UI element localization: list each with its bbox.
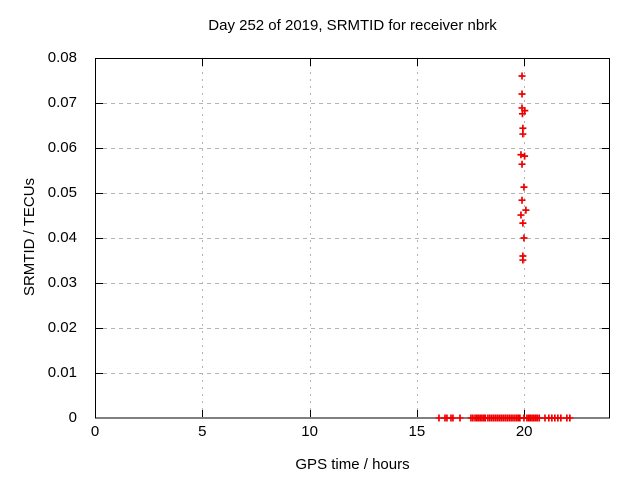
data-point-marker [519, 219, 527, 227]
data-point-marker [566, 414, 574, 422]
data-point-marker [519, 256, 527, 264]
y-tick-label: 0.04 [47, 229, 77, 246]
y-tick-label: 0.05 [47, 184, 77, 201]
x-tick-label: 5 [198, 423, 207, 440]
series-SRMTID [435, 72, 574, 422]
x-tick-label: 10 [301, 423, 318, 440]
data-point-marker [520, 183, 528, 191]
x-axis-label: GPS time / hours [295, 456, 410, 473]
data-point-marker [518, 90, 526, 98]
data-point-marker [557, 414, 565, 422]
data-point-marker [519, 124, 527, 132]
data-point-marker [518, 72, 526, 80]
plot-border [95, 58, 610, 419]
data-point-marker [456, 414, 464, 422]
data-point-marker [518, 110, 526, 118]
y-tick-label: 0 [68, 409, 77, 426]
x-tick-label: 0 [90, 423, 100, 440]
y-tick-label: 0.01 [47, 364, 77, 381]
chart-title: Day 252 of 2019, SRMTID for receiver nbr… [208, 17, 497, 34]
data-point-marker [518, 160, 526, 168]
data-point-marker [522, 206, 530, 214]
y-tick-label: 0.03 [47, 274, 77, 291]
x-tick-label: 20 [515, 423, 533, 440]
x-tick-label: 15 [408, 423, 426, 440]
y-tick-label: 0.06 [47, 139, 77, 156]
y-tick-label: 0.02 [47, 319, 77, 336]
data-point-marker [435, 414, 443, 422]
y-tick-label: 0.07 [47, 94, 77, 111]
data-point-marker [518, 196, 526, 204]
data-point-marker [521, 152, 529, 160]
data-point-marker [519, 130, 527, 138]
gridlines [95, 58, 610, 418]
data-point-marker [517, 211, 525, 219]
data-point-marker [517, 151, 525, 159]
axis-ticks [96, 59, 609, 417]
y-tick-label: 0.08 [47, 49, 77, 66]
data-point-marker [520, 234, 528, 242]
data-point-marker [449, 414, 457, 422]
